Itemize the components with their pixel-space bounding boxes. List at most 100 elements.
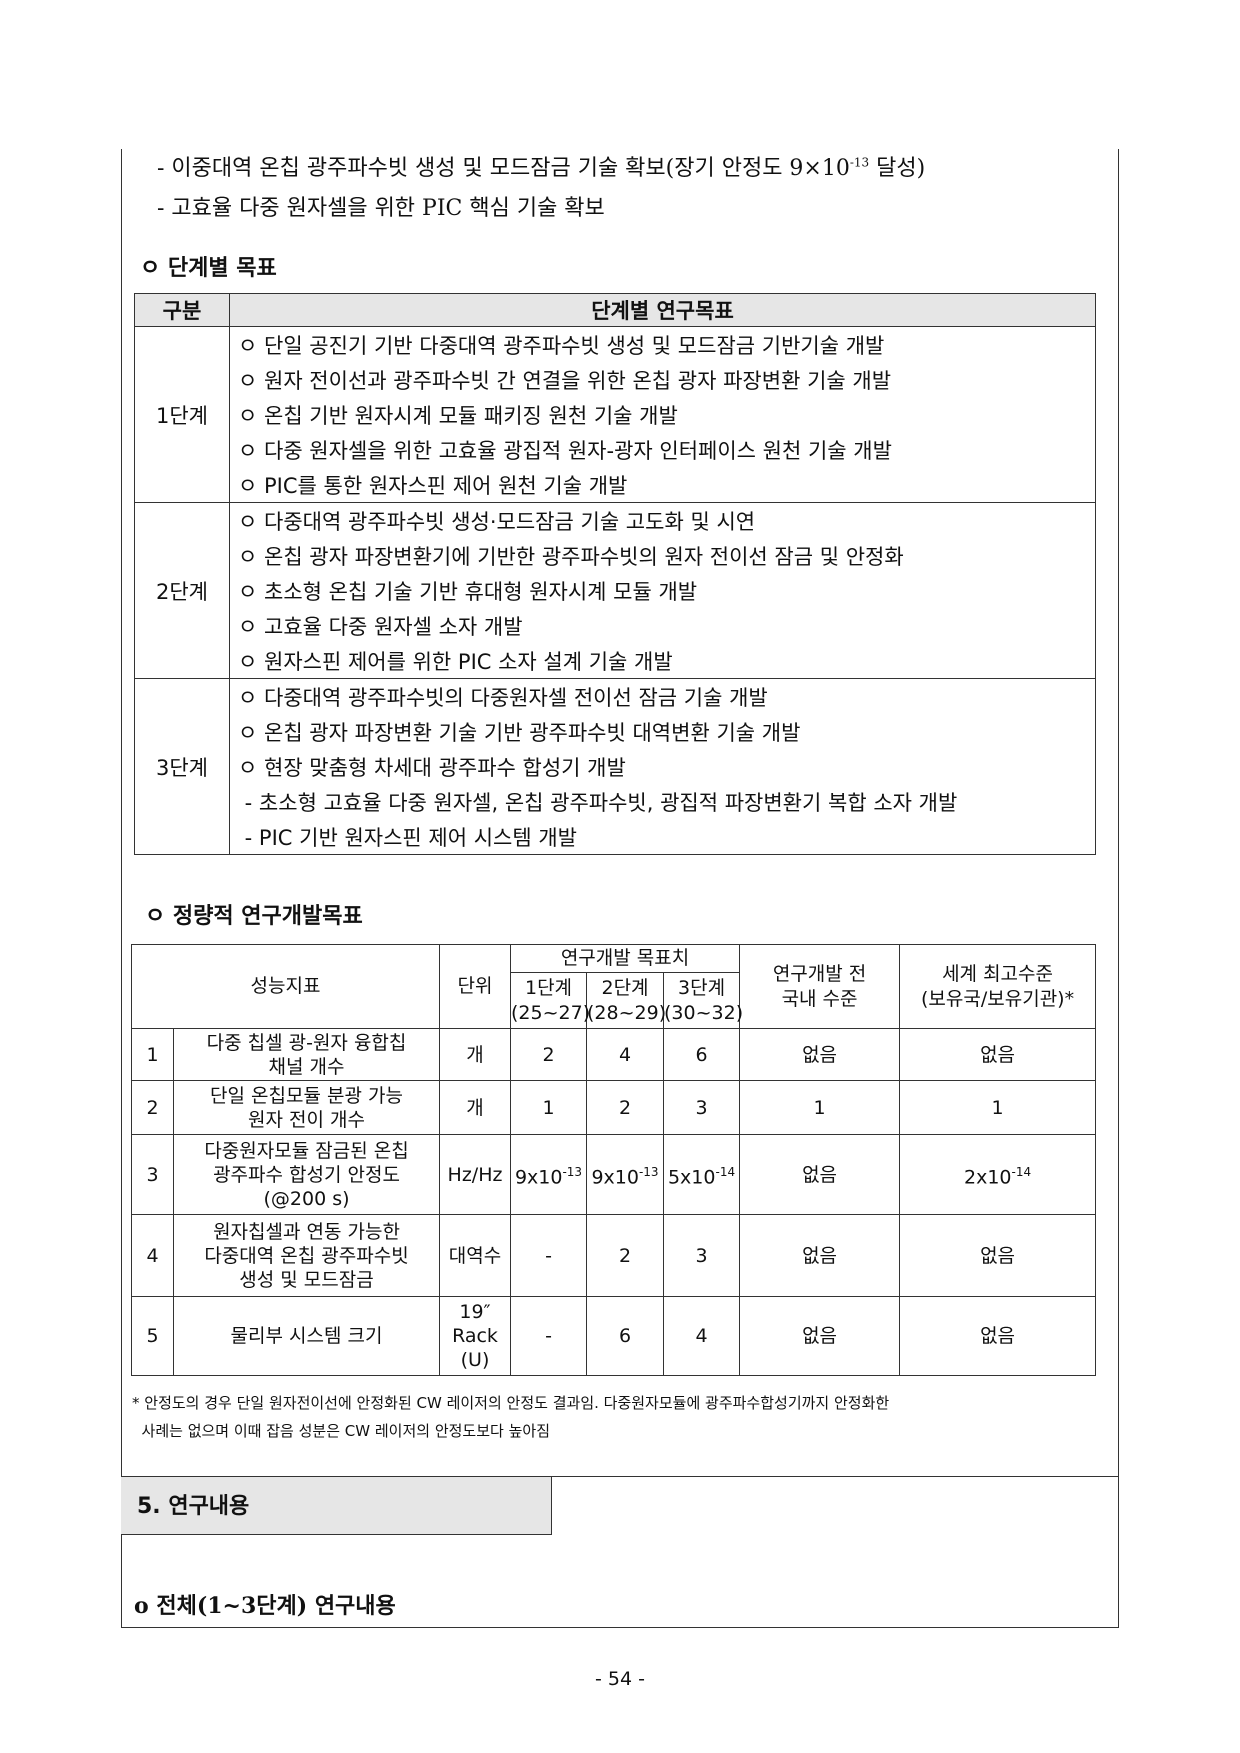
quant-goal-row: 4 원자칩셀과 연동 가능한 다중대역 온칩 광주파수빗 생성 및 모드잠금 대역수 -2… [131, 1214, 1097, 1297]
domestic-level: 없음 [739, 1134, 901, 1215]
domestic-level: 없음 [739, 1028, 901, 1081]
quant-goal-row: 3 다중원자모듈 잠금된 온칩 광주파수 합성기 안정도 (@200 s) Hz/Hz 9… [131, 1134, 1097, 1215]
stage-goal-row: ㅇ 원자스핀 제어를 위한 PIC 소자 설계 기술 개발 [135, 643, 1096, 679]
stage-target-3: 3 [663, 1080, 741, 1135]
domestic-level: 1 [739, 1080, 901, 1135]
stage-goal-row: ㅇ 고효율 다중 원자셀 소자 개발 [135, 608, 1096, 643]
intro-line-1: - 이중대역 온칩 광주파수빗 생성 및 모드잠금 기술 확보(장기 안정도 9… [157, 155, 926, 181]
stage-goal-row: ㅇ 온칩 기반 원자시계 모듈 패키징 원천 기술 개발 [135, 397, 1096, 432]
stage-target-3: 5x10-14 [663, 1134, 741, 1215]
quant-goals-table: 성능지표 단위 연구개발 목표치 연구개발 전 국내 수준 세계 최고수준 (보유국… [130, 944, 1097, 1376]
stage-target-2: 2 [586, 1080, 665, 1135]
unit: 대역수 [439, 1214, 512, 1297]
stage-goal-item: ㅇ 원자스핀 제어를 위한 PIC 소자 설계 기술 개발 [229, 643, 1096, 679]
header-stage-3: 3단계 (30~32) [663, 972, 743, 1029]
stage-goals-heading: ㅇ 단계별 목표 [140, 256, 277, 281]
domestic-level: 없음 [739, 1214, 901, 1297]
stage-target-3: 6 [663, 1028, 741, 1081]
stage-goal-row: ㅇ 원자 전이선과 광주파수빗 간 연결을 위한 온칩 광자 파장변환 기술 개… [135, 362, 1096, 397]
intro-line-2: - 고효율 다중 원자셀을 위한 PIC 핵심 기술 확보 [157, 196, 605, 221]
world-level: 없음 [899, 1028, 1097, 1081]
world-level: 2x10-14 [899, 1134, 1097, 1215]
section-divider [552, 1476, 1118, 1477]
stage-goal-row: ㅇ 현장 맞춤형 차세대 광주파수 합성기 개발 [135, 749, 1096, 784]
row-number: 2 [131, 1080, 174, 1135]
indicator: 물리부 시스템 크기 [172, 1296, 441, 1376]
stage-target-1: - [510, 1214, 588, 1297]
indicator: 원자칩셀과 연동 가능한 다중대역 온칩 광주파수빗 생성 및 모드잠금 [172, 1214, 441, 1297]
stage-label: 1단계 [134, 326, 230, 503]
section-5-subheading: o 전체(1~3단계) 연구내용 [134, 1593, 396, 1619]
stage-goal-item: ㅇ 단일 공진기 기반 다중대역 광주파수빗 생성 및 모드잠금 기반기술 개발 [229, 326, 1096, 362]
domestic-level: 없음 [739, 1296, 901, 1376]
stage-goal-row: 2단계 ㅇ 다중대역 광주파수빗 생성·모드잠금 기술 고도화 및 시연 [134, 502, 1096, 679]
stage-target-3: 4 [663, 1296, 741, 1376]
page-frame-left [121, 149, 122, 1627]
stage-target-1: - [510, 1296, 588, 1376]
stage-target-2: 6 [586, 1296, 665, 1376]
stage-goal-row: ㅇ 온칩 광자 파장변환기에 기반한 광주파수빗의 원자 전이선 잠금 및 안정… [135, 538, 1096, 573]
unit: Hz/Hz [439, 1134, 512, 1215]
stage-goal-item: ㅇ 고효율 다중 원자셀 소자 개발 [229, 608, 1096, 643]
world-level: 1 [899, 1080, 1097, 1135]
row-number: 1 [131, 1028, 174, 1081]
stage-goal-row: 1단계 ㅇ 단일 공진기 기반 다중대역 광주파수빗 생성 및 모드잠금 기반기술… [134, 326, 1096, 503]
row-number: 4 [131, 1214, 174, 1297]
stage-goal-item: ㅇ 원자 전이선과 광주파수빗 간 연결을 위한 온칩 광자 파장변환 기술 개… [229, 362, 1096, 397]
page-frame-bottom [121, 1627, 1119, 1628]
stage-goal-row: ㅇ PIC를 통한 원자스핀 제어 원천 기술 개발 [135, 467, 1096, 503]
quant-goal-row: 5 물리부 시스템 크기 19″ Rack (U) -6 4 없음 없음 [131, 1296, 1097, 1376]
stage-target-1: 2 [510, 1028, 588, 1081]
stage-goal-item: ㅇ 다중 원자셀을 위한 고효율 광집적 원자-광자 인터페이스 원천 기술 개… [229, 432, 1096, 467]
header-category: 구분 [134, 293, 230, 327]
indicator: 다중원자모듈 잠금된 온칩 광주파수 합성기 안정도 (@200 s) [172, 1134, 441, 1215]
header-stage-1: 1단계 (25~27) [510, 972, 590, 1029]
quant-goal-row: 2 단일 온칩모듈 분광 가능 원자 전이 개수 개 1 2 3 1 1 [131, 1080, 1097, 1135]
stage-goal-row: ㅇ 온칩 광자 파장변환 기술 기반 광주파수빗 대역변환 기술 개발 [135, 714, 1096, 749]
stage-goal-item: ㅇ 온칩 기반 원자시계 모듈 패키징 원천 기술 개발 [229, 397, 1096, 432]
header-world: 세계 최고수준 (보유국/보유기관)* [899, 944, 1097, 1029]
quant-goal-row: 1 다중 칩셀 광-원자 융합칩 채널 개수 개 2 4 6 없음 없음 [131, 1028, 1097, 1081]
stage-target-3: 3 [663, 1214, 741, 1297]
header-domestic: 연구개발 전 국내 수준 [739, 944, 901, 1029]
stage-goal-item: ㅇ 다중대역 광주파수빗 생성·모드잠금 기술 고도화 및 시연 [229, 502, 1096, 538]
stage-goal-item: ㅇ 온칩 광자 파장변환 기술 기반 광주파수빗 대역변환 기술 개발 [229, 714, 1096, 749]
stage-goal-item: ㅇ 현장 맞춤형 차세대 광주파수 합성기 개발 [229, 749, 1096, 784]
stage-target-2: 2 [586, 1214, 665, 1297]
stage-goal-row: ㅇ 다중 원자셀을 위한 고효율 광집적 원자-광자 인터페이스 원천 기술 개… [135, 432, 1096, 467]
row-number: 5 [131, 1296, 174, 1376]
quant-goals-heading: ㅇ 정량적 연구개발목표 [145, 904, 363, 929]
page-frame-right [1118, 149, 1119, 1627]
footnote-line-2: 사례는 없으며 이때 잡음 성분은 CW 레이저의 안정도보다 높아짐 [132, 1422, 550, 1440]
stage-label: 2단계 [134, 502, 230, 679]
stage-goal-row: ㅇ 초소형 온칩 기술 기반 휴대형 원자시계 모듈 개발 [135, 573, 1096, 608]
indicator: 다중 칩셀 광-원자 융합칩 채널 개수 [172, 1028, 441, 1081]
stage-goals-table: 구분 단계별 연구목표 1단계 ㅇ 단일 공진기 기반 다중대역 광주파수빗 생성 … [134, 293, 1096, 855]
stage-target-1: 9x10-13 [510, 1134, 588, 1215]
page-number: - 54 - [595, 1668, 645, 1690]
indicator: 단일 온칩모듈 분광 가능 원자 전이 개수 [172, 1080, 441, 1135]
section-5-title: 5. 연구내용 [121, 1476, 552, 1535]
stage-goal-item: - PIC 기반 원자스핀 제어 시스템 개발 [229, 819, 1096, 855]
header-goals: 단계별 연구목표 [229, 293, 1096, 327]
stage-goal-item: - 초소형 고효율 다중 원자셀, 온칩 광주파수빗, 광집적 파장변환기 복합… [229, 784, 1096, 819]
stage-goal-item: ㅇ 초소형 온칩 기술 기반 휴대형 원자시계 모듈 개발 [229, 573, 1096, 608]
stage-goal-row: 3단계 ㅇ 다중대역 광주파수빗의 다중원자셀 전이선 잠금 기술 개발 [134, 678, 1096, 855]
world-level: 없음 [899, 1214, 1097, 1297]
stage-goal-item: ㅇ 온칩 광자 파장변환기에 기반한 광주파수빗의 원자 전이선 잠금 및 안정… [229, 538, 1096, 573]
stage-goal-item: ㅇ PIC를 통한 원자스핀 제어 원천 기술 개발 [229, 467, 1096, 503]
stage-label: 3단계 [134, 678, 230, 855]
header-unit: 단위 [439, 944, 512, 1029]
world-level: 없음 [899, 1296, 1097, 1376]
unit: 개 [439, 1028, 512, 1081]
stage-goal-row: - 초소형 고효율 다중 원자셀, 온칩 광주파수빗, 광집적 파장변환기 복합… [135, 784, 1096, 819]
row-number: 3 [131, 1134, 174, 1215]
stage-target-2: 4 [586, 1028, 665, 1081]
stage-goal-row: - PIC 기반 원자스핀 제어 시스템 개발 [135, 819, 1096, 855]
stage-goal-item: ㅇ 다중대역 광주파수빗의 다중원자셀 전이선 잠금 기술 개발 [229, 678, 1096, 714]
header-indicator: 성능지표 [130, 944, 441, 1029]
footnote-line-1: * 안정도의 경우 단일 원자전이선에 안정화된 CW 레이저의 안정도 결과임… [132, 1394, 890, 1412]
stage-target-2: 9x10-13 [586, 1134, 665, 1215]
header-target: 연구개발 목표치 [510, 944, 741, 973]
unit: 19″ Rack (U) [439, 1296, 512, 1376]
